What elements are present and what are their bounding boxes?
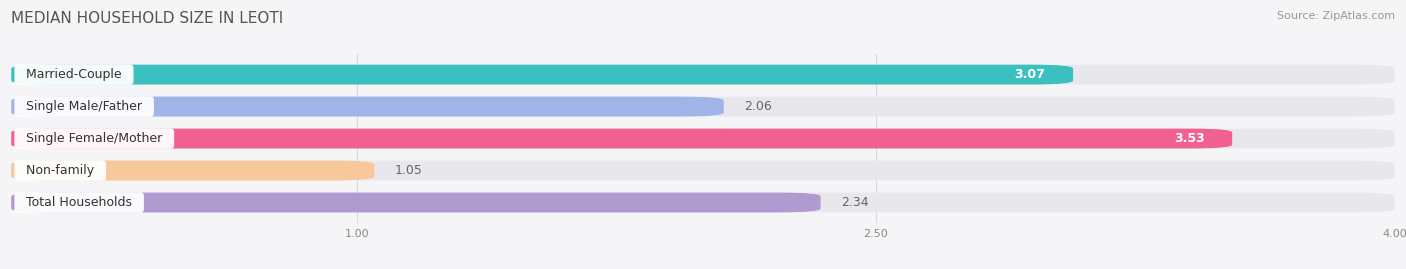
Text: 3.07: 3.07: [1015, 68, 1046, 81]
Text: Source: ZipAtlas.com: Source: ZipAtlas.com: [1277, 11, 1395, 21]
Text: Non-family: Non-family: [18, 164, 103, 177]
FancyBboxPatch shape: [11, 65, 1073, 84]
Text: 2.06: 2.06: [745, 100, 772, 113]
FancyBboxPatch shape: [11, 65, 1395, 84]
Text: 2.34: 2.34: [841, 196, 869, 209]
Text: Married-Couple: Married-Couple: [18, 68, 129, 81]
FancyBboxPatch shape: [11, 161, 374, 180]
FancyBboxPatch shape: [11, 161, 1395, 180]
Text: Total Households: Total Households: [18, 196, 141, 209]
FancyBboxPatch shape: [11, 97, 1395, 116]
Text: MEDIAN HOUSEHOLD SIZE IN LEOTI: MEDIAN HOUSEHOLD SIZE IN LEOTI: [11, 11, 284, 26]
Text: 1.05: 1.05: [395, 164, 423, 177]
FancyBboxPatch shape: [11, 193, 821, 213]
Text: Single Male/Father: Single Male/Father: [18, 100, 150, 113]
Text: Single Female/Mother: Single Female/Mother: [18, 132, 170, 145]
FancyBboxPatch shape: [11, 129, 1395, 148]
Text: 3.53: 3.53: [1174, 132, 1205, 145]
FancyBboxPatch shape: [11, 193, 1395, 213]
FancyBboxPatch shape: [11, 129, 1232, 148]
FancyBboxPatch shape: [11, 97, 724, 116]
